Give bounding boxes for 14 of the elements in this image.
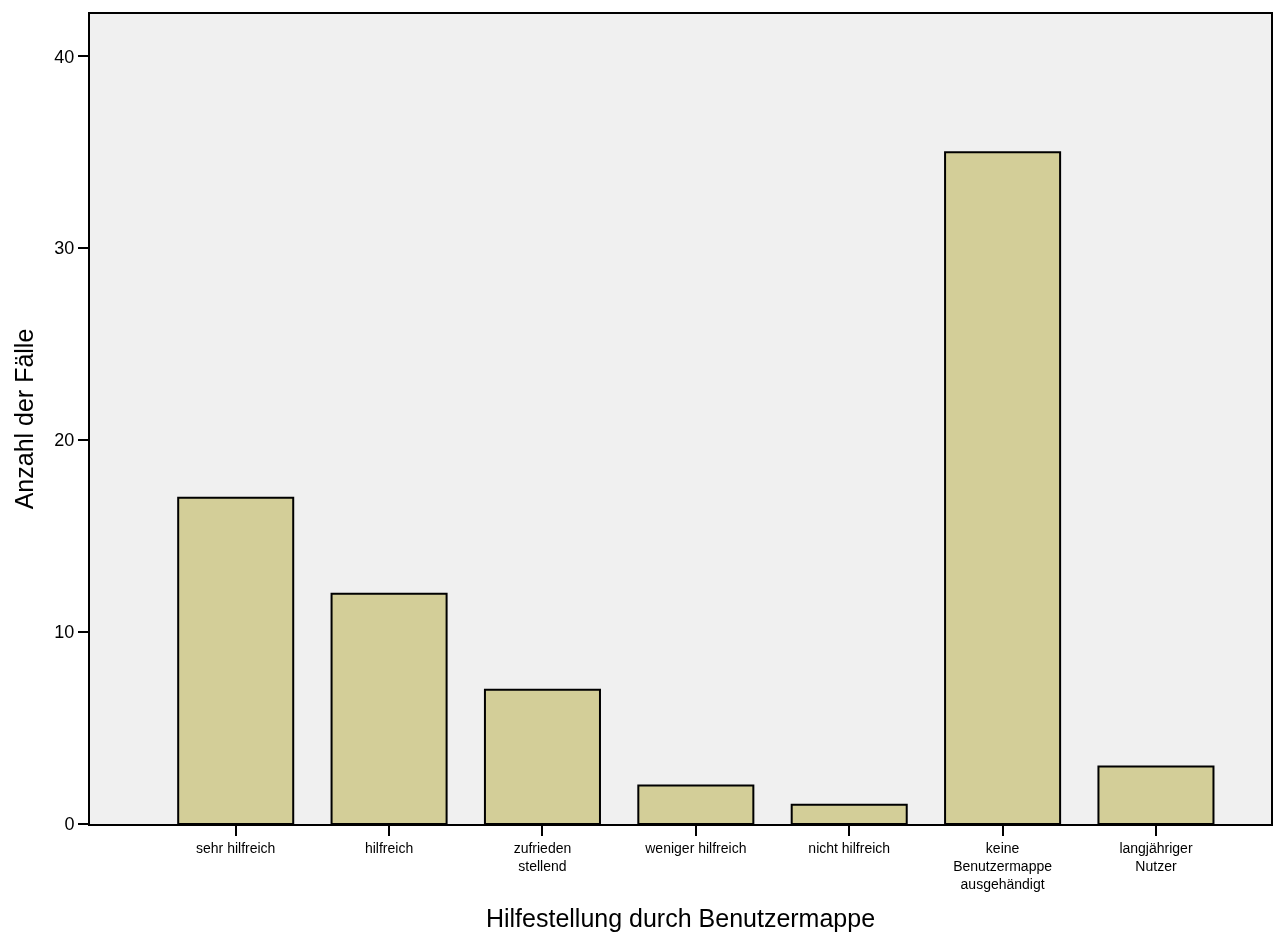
y-tick-label: 20 <box>54 430 75 451</box>
x-tick-label: weniger hilfreich <box>644 839 747 856</box>
y-tick-label: 0 <box>64 814 75 835</box>
x-tick-label: sehr hilfreich <box>196 839 276 856</box>
x-tick-label: zufrieden stellend <box>513 839 572 874</box>
x-tick-label: keine Benutzermappe ausgehändigt <box>953 839 1053 893</box>
x-tick-label: hilfreich <box>364 839 414 856</box>
x-axis-title: Hilfestellung durch Benutzermappe <box>485 903 876 932</box>
y-tick-label: 10 <box>54 622 75 643</box>
y-axis-title: Anzahl der Fälle <box>9 328 38 510</box>
y-tick-label: 30 <box>54 238 75 259</box>
x-tick-label: langjähriger Nutzer <box>1119 839 1193 874</box>
x-tick-label: nicht hilfreich <box>808 839 891 856</box>
y-tick-label: 40 <box>54 46 75 67</box>
